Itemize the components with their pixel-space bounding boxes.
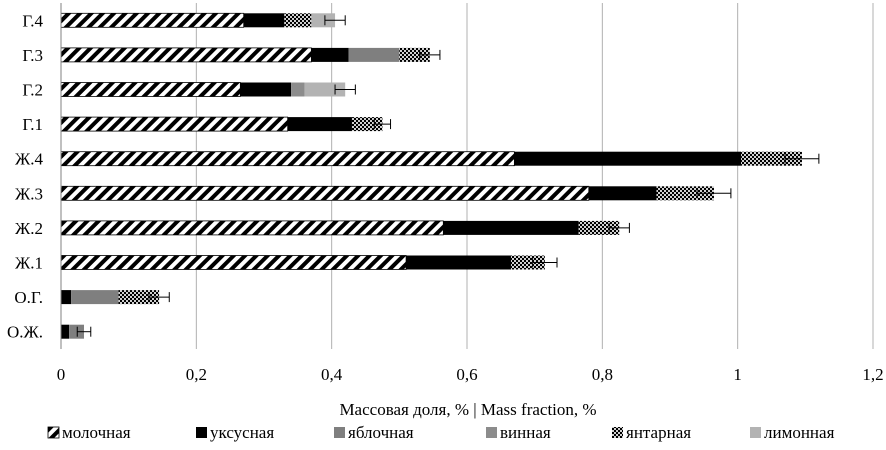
x-tick-label: 0: [57, 365, 66, 384]
bar-lactic: [60, 12, 245, 28]
bar-acetic: [61, 324, 70, 339]
bar-lactic: [60, 151, 515, 167]
bar-citric: [311, 13, 336, 28]
bar-acetic: [443, 220, 579, 235]
bar-acetic: [243, 13, 285, 28]
bar-malic: [69, 324, 85, 339]
bar-succinic: [741, 151, 802, 166]
bar-malic: [71, 290, 119, 305]
category-label: Г.1: [22, 115, 43, 134]
bar-acetic: [514, 151, 742, 166]
category-label: Ж.2: [15, 219, 43, 238]
x-tick-label: 0,8: [592, 365, 613, 384]
bar-acetic: [406, 255, 511, 270]
legend-swatch-citric: [750, 427, 761, 438]
legend-swatch-tartaric: [486, 427, 497, 438]
legend-swatch-acetic: [196, 427, 207, 438]
category-label: Г.4: [22, 11, 43, 30]
legend-swatch-lactic: [47, 426, 60, 439]
category-label: Ж.3: [15, 184, 43, 203]
bar-succinic: [351, 117, 383, 132]
bar-lactic: [60, 255, 407, 270]
bars: [60, 12, 820, 339]
legend-label-tartaric: винная: [500, 423, 551, 442]
legend-label-citric: лимонная: [764, 423, 835, 442]
bar-succinic: [510, 255, 545, 270]
bar-acetic: [287, 117, 352, 132]
legend-label-malic: яблочная: [348, 423, 414, 442]
category-label: О.Ж.: [7, 323, 43, 342]
bar-acetic: [240, 82, 292, 97]
bar-succinic: [399, 47, 430, 62]
category-label: Г.3: [22, 46, 43, 65]
bar-succinic: [656, 186, 714, 201]
legend-label-acetic: уксусная: [210, 423, 274, 442]
legend-swatch-succinic: [612, 427, 623, 438]
bar-succinic: [284, 13, 312, 28]
bar-lactic: [60, 116, 289, 132]
axes: 0 0,2 0,4 0,6 0,8 1 1,2 Г.4 Г.3 Г.2 Г.1 Ж.4 Ж.3 Ж.2 Ж.…: [7, 3, 884, 384]
x-tick-label: 1,2: [862, 365, 883, 384]
bar-lactic: [60, 47, 312, 63]
bar-lactic: [60, 220, 444, 236]
x-tick-label: 0,2: [186, 365, 207, 384]
bar-acetic: [588, 186, 657, 201]
bar-lactic: [60, 82, 241, 97]
bar-acetic: [61, 290, 72, 305]
x-tick-label: 0,4: [321, 365, 343, 384]
legend-swatch-malic: [334, 427, 345, 438]
legend: молочная уксусная яблочная винная янтарная ли…: [47, 423, 835, 442]
legend-label-succinic: янтарная: [626, 423, 691, 442]
category-label: Ж.4: [15, 150, 43, 169]
x-axis-title: Массовая доля, % | Mass fraction, %: [339, 400, 596, 419]
bar-malic: [348, 47, 400, 62]
category-label: Г.2: [22, 81, 43, 100]
bar-acetic: [311, 47, 349, 62]
legend-label-lactic: молочная: [62, 423, 131, 442]
category-label: Ж.1: [15, 254, 43, 273]
category-label: О.Г.: [14, 288, 43, 307]
bar-tartaric: [291, 82, 305, 97]
bar-lactic: [60, 185, 590, 201]
x-tick-label: 1: [733, 365, 742, 384]
x-tick-label: 0,6: [456, 365, 477, 384]
